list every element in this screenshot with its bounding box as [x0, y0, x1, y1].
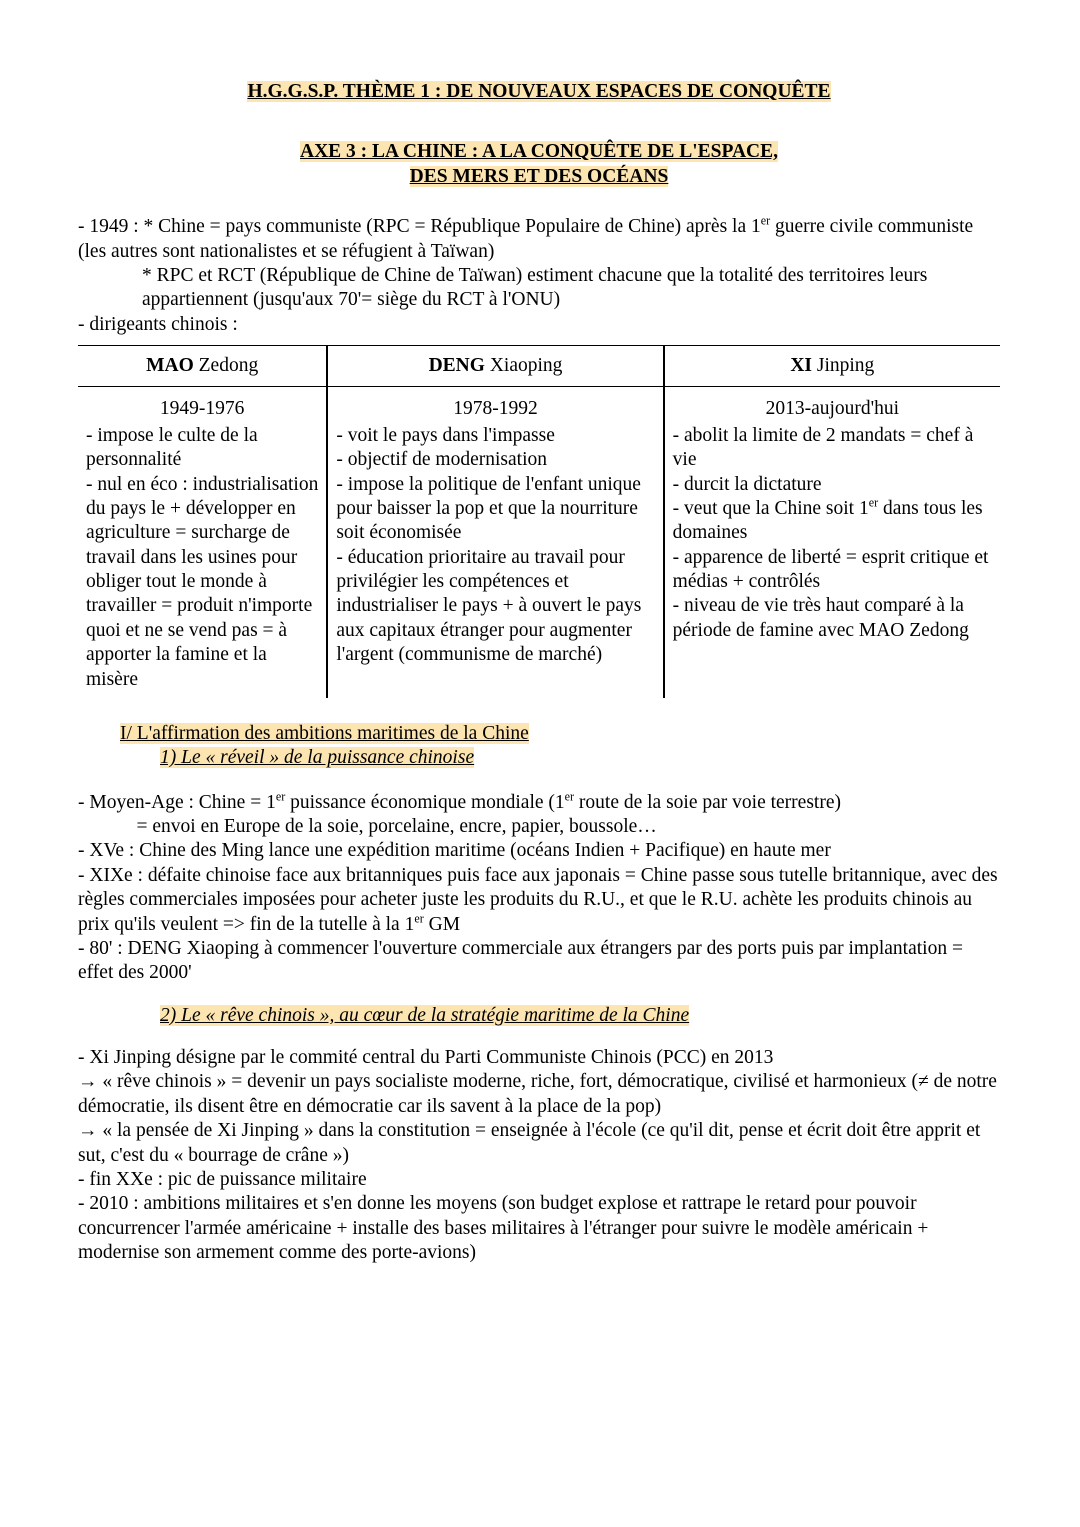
section-1-1-heading: 1) Le « réveil » de la puissance chinois…: [160, 746, 1000, 770]
main-title: H.G.G.S.P. THÈME 1 : DE NOUVEAUX ESPACES…: [78, 80, 1000, 104]
body-mao: - impose le culte de la personnalité - n…: [86, 424, 318, 692]
section-1-heading: I/ L'affirmation des ambitions maritimes…: [120, 722, 1000, 746]
section-1-2-body: - Xi Jinping désigne par le commité cent…: [78, 1046, 1000, 1265]
leaders-table: MAO Zedong DENG Xiaoping XI Jinping 1949…: [78, 345, 1000, 698]
axis-title: AXE 3 : LA CHINE : A LA CONQUÊTE DE L'ES…: [78, 140, 1000, 189]
th-deng: DENG Xiaoping: [327, 346, 663, 387]
intro-sup1: er: [761, 214, 770, 228]
table-row: 1949-1976 - impose le culte de la person…: [78, 387, 1000, 698]
period-mao: 1949-1976: [86, 397, 318, 421]
body-deng: - voit le pays dans l'impasse - objectif…: [336, 424, 654, 668]
section-1-1-body: - Moyen-Age : Chine = 1er puissance écon…: [78, 791, 1000, 986]
main-title-text: H.G.G.S.P. THÈME 1 : DE NOUVEAUX ESPACES…: [247, 81, 830, 102]
cell-deng: 1978-1992 - voit le pays dans l'impasse …: [327, 387, 663, 698]
cell-xi: 2013-aujourd'hui - abolit la limite de 2…: [664, 387, 1000, 698]
cell-mao: 1949-1976 - impose le culte de la person…: [78, 387, 327, 698]
table-header-row: MAO Zedong DENG Xiaoping XI Jinping: [78, 346, 1000, 387]
section-1-1-heading-text: 1) Le « réveil » de la puissance chinois…: [160, 747, 474, 768]
axis-title-line2: DES MERS ET DES OCÉANS: [410, 166, 669, 187]
intro-line2: * RPC et RCT (République de Chine de Taï…: [78, 264, 1000, 313]
intro-block: - 1949 : * Chine = pays communiste (RPC …: [78, 215, 1000, 337]
period-xi: 2013-aujourd'hui: [673, 397, 992, 421]
th-mao: MAO Zedong: [78, 346, 327, 387]
axis-title-line1: AXE 3 : LA CHINE : A LA CONQUÊTE DE L'ES…: [300, 141, 778, 162]
intro-line3: - dirigeants chinois :: [78, 313, 1000, 337]
th-xi: XI Jinping: [664, 346, 1000, 387]
section-1-2-heading-text: 2) Le « rêve chinois », au cœur de la st…: [160, 1005, 689, 1026]
body-xi: - abolit la limite de 2 mandats = chef à…: [673, 424, 992, 643]
section-1-heading-text: I/ L'affirmation des ambitions maritimes…: [120, 723, 529, 744]
intro-line1a: - 1949 : * Chine = pays communiste (RPC …: [78, 216, 761, 237]
period-deng: 1978-1992: [336, 397, 654, 421]
document-page: H.G.G.S.P. THÈME 1 : DE NOUVEAUX ESPACES…: [0, 0, 1080, 1527]
section-1-2-heading: 2) Le « rêve chinois », au cœur de la st…: [160, 1004, 1000, 1028]
